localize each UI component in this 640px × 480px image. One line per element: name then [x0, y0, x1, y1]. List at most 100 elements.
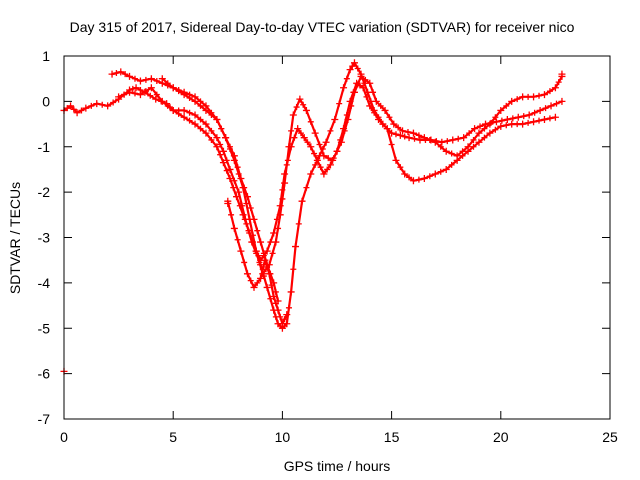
- data-point: [213, 134, 221, 142]
- data-point: [284, 157, 291, 164]
- x-tick-label: 20: [493, 429, 509, 445]
- data-point: [131, 75, 138, 82]
- data-point: [126, 88, 134, 96]
- x-tick-label: 25: [602, 429, 618, 445]
- data-point: [460, 134, 468, 142]
- data-point: [520, 113, 527, 120]
- data-point: [293, 104, 300, 111]
- data-point: [237, 175, 245, 183]
- data-layer: [60, 59, 566, 375]
- data-point: [357, 72, 365, 80]
- data-point: [322, 138, 330, 146]
- data-point: [525, 111, 533, 119]
- data-point: [263, 283, 271, 291]
- data-point: [268, 282, 275, 289]
- data-point: [180, 106, 188, 114]
- data-point: [343, 75, 350, 82]
- data-point: [93, 100, 101, 108]
- data-point: [164, 80, 171, 87]
- data-point: [292, 243, 300, 251]
- data-point: [254, 279, 261, 286]
- data-point: [285, 304, 292, 311]
- data-point: [388, 141, 395, 148]
- data-point: [300, 134, 308, 142]
- data-point: [276, 202, 284, 210]
- data-point: [117, 68, 125, 76]
- data-point: [234, 236, 241, 243]
- data-series-track-e: [224, 197, 291, 328]
- data-point: [287, 143, 295, 151]
- data-point: [110, 99, 117, 106]
- x-tick-label: 10: [275, 429, 291, 445]
- data-point: [438, 138, 446, 146]
- data-point: [302, 106, 310, 114]
- data-point: [431, 170, 439, 178]
- data-point: [115, 93, 123, 101]
- data-point: [307, 170, 315, 178]
- data-point: [288, 127, 295, 134]
- data-point: [475, 129, 483, 137]
- data-point: [230, 152, 238, 160]
- data-point: [291, 134, 298, 141]
- data-point: [536, 117, 543, 124]
- data-point: [175, 110, 182, 117]
- data-point: [197, 116, 204, 123]
- data-point: [405, 134, 413, 142]
- data-point: [300, 101, 307, 108]
- data-point: [153, 77, 160, 84]
- data-point: [235, 188, 243, 196]
- data-point: [202, 120, 210, 128]
- data-point: [217, 151, 224, 158]
- data-point: [247, 277, 254, 284]
- x-tick-label: 5: [169, 429, 177, 445]
- data-point: [551, 84, 559, 92]
- data-point: [320, 152, 328, 160]
- data-point: [546, 115, 553, 122]
- data-point: [503, 116, 511, 124]
- data-point: [186, 109, 193, 116]
- data-point: [311, 150, 318, 157]
- data-point: [197, 125, 204, 132]
- data-point: [343, 111, 350, 118]
- data-point: [350, 59, 358, 67]
- data-point: [121, 91, 128, 98]
- data-point: [237, 247, 245, 255]
- data-point: [453, 156, 461, 164]
- data-point: [316, 141, 323, 148]
- x-tick-label: 0: [60, 429, 68, 445]
- data-point: [152, 95, 160, 103]
- data-point: [219, 159, 227, 167]
- data-point: [366, 102, 374, 110]
- data-point: [366, 79, 374, 87]
- data-point: [250, 283, 258, 291]
- data-point: [263, 247, 271, 255]
- data-point: [272, 300, 279, 307]
- data-point: [558, 97, 566, 105]
- data-point: [73, 109, 81, 117]
- data-point: [530, 118, 538, 126]
- data-point: [455, 135, 462, 142]
- data-point: [497, 122, 505, 130]
- data-point: [231, 177, 238, 184]
- data-point: [415, 176, 422, 183]
- data-point: [153, 91, 160, 98]
- data-point: [333, 147, 341, 155]
- data-point: [169, 106, 177, 114]
- data-point: [325, 155, 332, 162]
- data-point: [274, 306, 282, 314]
- data-point: [383, 125, 391, 133]
- data-point: [164, 102, 171, 109]
- data-point: [136, 77, 144, 85]
- data-point: [142, 76, 149, 83]
- data-point: [346, 66, 354, 74]
- data-point: [298, 197, 306, 205]
- data-point: [296, 95, 304, 103]
- data-point: [279, 186, 286, 193]
- data-point: [259, 266, 266, 273]
- data-point: [431, 138, 439, 146]
- data-point: [525, 119, 532, 126]
- data-point: [449, 136, 457, 144]
- data-point: [281, 316, 288, 323]
